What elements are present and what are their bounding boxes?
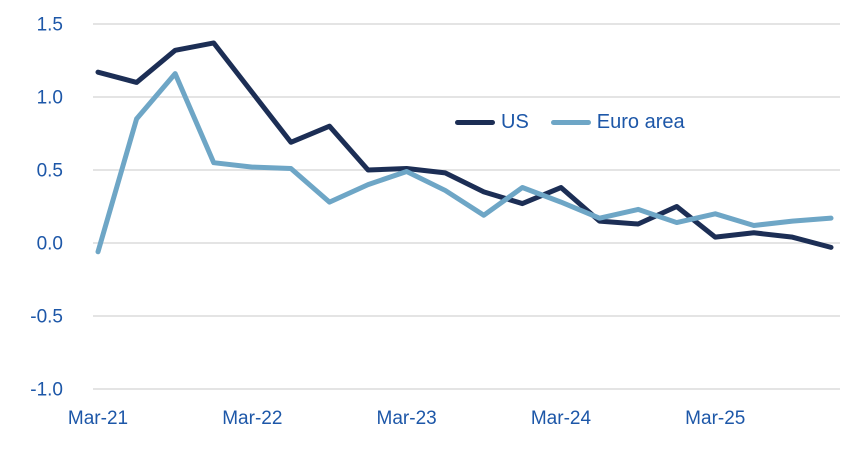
x-tick-label: Mar-23 bbox=[377, 408, 437, 429]
x-tick-label: Mar-21 bbox=[68, 408, 128, 429]
y-tick-label: 1.5 bbox=[37, 15, 63, 36]
chart-legend: US Euro area bbox=[455, 111, 685, 134]
x-tick-label: Mar-22 bbox=[222, 408, 282, 429]
y-tick-label: 1.0 bbox=[37, 88, 63, 109]
y-tick-label: -0.5 bbox=[30, 307, 63, 328]
euro-area-line-swatch bbox=[550, 120, 591, 125]
euro-area-line bbox=[95, 71, 834, 255]
x-tick-label: Mar-24 bbox=[531, 408, 592, 429]
y-tick-label: 0.5 bbox=[37, 161, 63, 182]
us-line bbox=[95, 40, 834, 250]
legend-item-us: US bbox=[455, 111, 529, 134]
y-tick-label: 0.0 bbox=[37, 234, 63, 255]
legend-label-us: US bbox=[501, 111, 529, 133]
legend-item-euro-area: Euro area bbox=[550, 111, 685, 134]
x-tick-label: Mar-25 bbox=[685, 408, 745, 429]
us-line-swatch bbox=[455, 120, 495, 125]
y-tick-label: -1.0 bbox=[30, 380, 63, 401]
legend-label-euro-area: Euro area bbox=[596, 111, 685, 133]
